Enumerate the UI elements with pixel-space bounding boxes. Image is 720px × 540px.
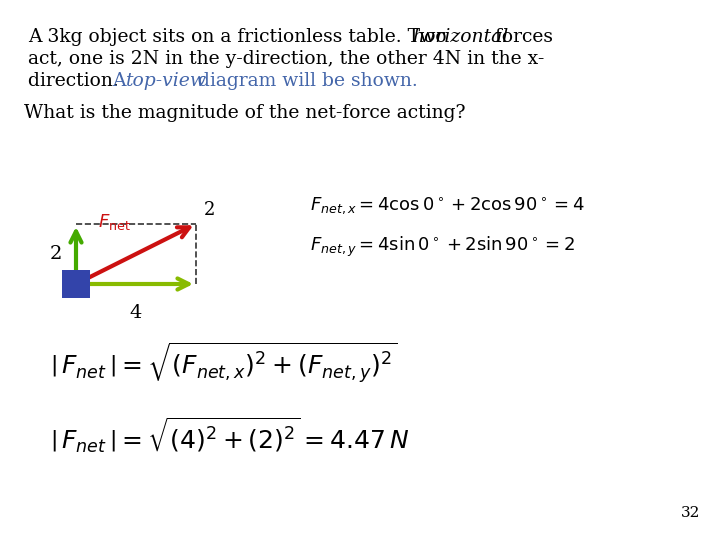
Text: act, one is 2N in the y-direction, the other 4N in the x-: act, one is 2N in the y-direction, the o… — [28, 50, 544, 68]
Text: $\left| \, F_{net} \, \right| = \sqrt{(4)^2 + (2)^2} = 4.47 \, N$: $\left| \, F_{net} \, \right| = \sqrt{(4… — [50, 415, 409, 455]
Text: horizontal: horizontal — [412, 28, 508, 46]
Text: $F_{net,y} = 4\sin 0^\circ + 2\sin 90^\circ = 2$: $F_{net,y} = 4\sin 0^\circ + 2\sin 90^\c… — [310, 235, 575, 259]
Text: 32: 32 — [680, 506, 700, 520]
Text: 2: 2 — [204, 201, 215, 219]
Text: What is the magnitude of the net-force acting?: What is the magnitude of the net-force a… — [24, 104, 466, 122]
Text: A: A — [112, 72, 132, 90]
Text: top-view: top-view — [126, 72, 207, 90]
Text: 4: 4 — [130, 304, 142, 322]
Text: direction.: direction. — [28, 72, 125, 90]
Text: A 3kg object sits on a frictionless table. Two: A 3kg object sits on a frictionless tabl… — [28, 28, 453, 46]
Text: forces: forces — [489, 28, 553, 46]
Bar — [62, 270, 90, 298]
Text: diagram will be shown.: diagram will be shown. — [192, 72, 418, 90]
Text: 2: 2 — [50, 245, 62, 263]
Text: $F_{net,x} = 4\cos 0^\circ + 2\cos 90^\circ = 4$: $F_{net,x} = 4\cos 0^\circ + 2\cos 90^\c… — [310, 195, 585, 216]
Text: $\mathit{F}_{\rm net}$: $\mathit{F}_{\rm net}$ — [98, 212, 131, 232]
Text: $\left| \, F_{net} \, \right| = \sqrt{\left(F_{net,x}\right)^2 + \left(F_{net,y}: $\left| \, F_{net} \, \right| = \sqrt{\l… — [50, 340, 397, 385]
